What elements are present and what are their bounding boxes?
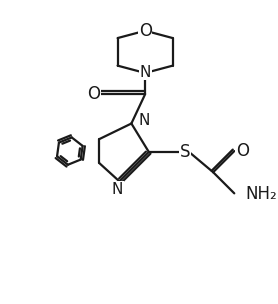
Text: NH₂: NH₂ — [245, 185, 277, 203]
Text: N: N — [139, 113, 150, 128]
Text: N: N — [112, 182, 123, 197]
Text: S: S — [179, 143, 190, 161]
Text: N: N — [140, 64, 151, 80]
Text: O: O — [139, 22, 152, 40]
Text: O: O — [87, 85, 100, 103]
Text: O: O — [236, 142, 249, 160]
